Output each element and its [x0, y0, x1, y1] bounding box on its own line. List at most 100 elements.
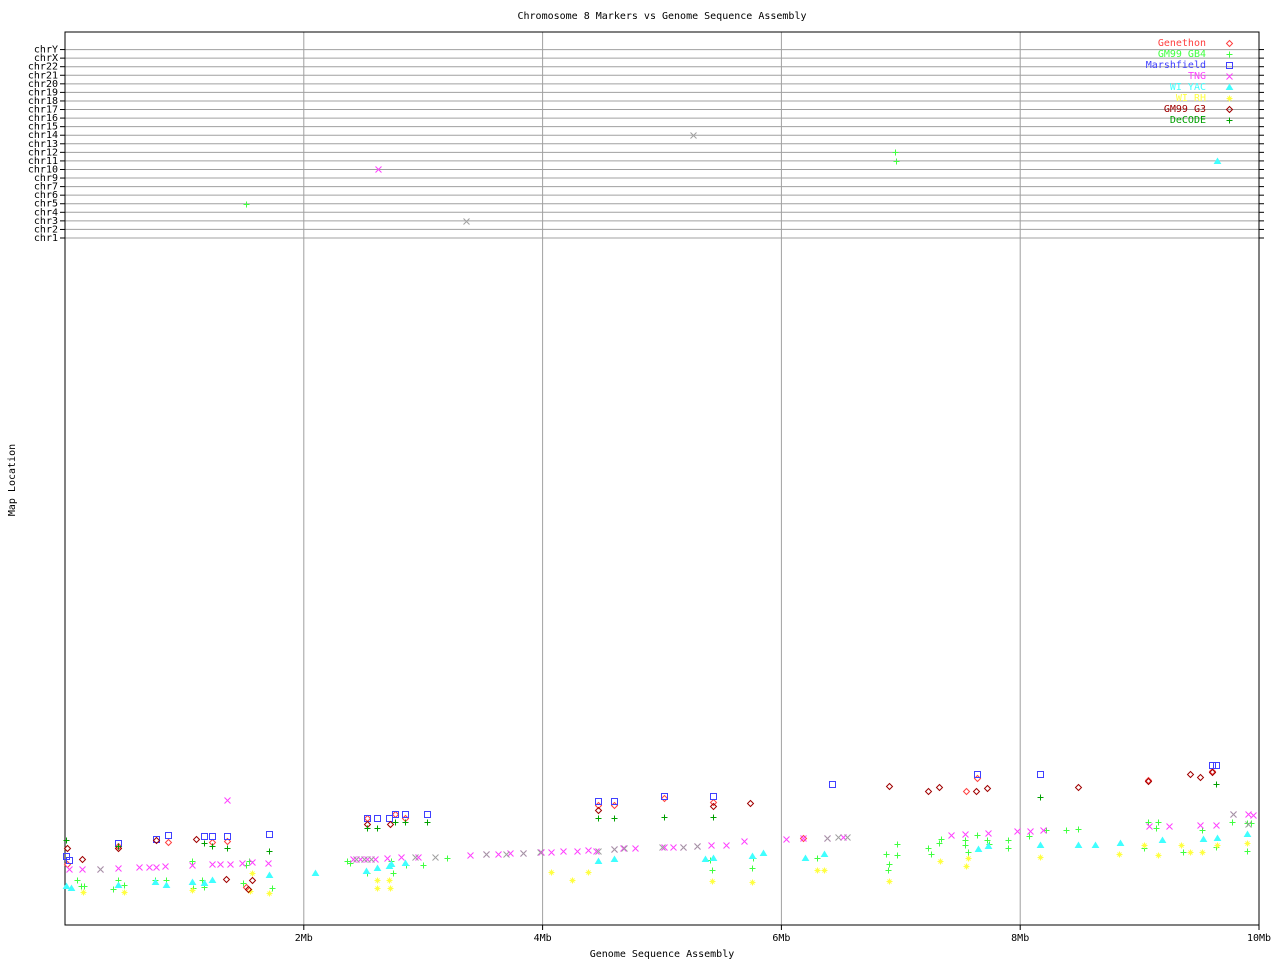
data-point: [152, 836, 161, 845]
legend-label: WI YAC: [1170, 82, 1206, 93]
data-point: [620, 845, 627, 852]
data-point: [680, 844, 687, 851]
data-point: [749, 865, 756, 872]
data-point: [610, 801, 619, 810]
data-point: [1027, 828, 1034, 835]
data-point: [1116, 839, 1125, 846]
axes: chr1chr2chr3chr4chr5chr6chr7chr9chr10chr…: [28, 31, 1271, 944]
y-tick-label: chr1: [34, 233, 58, 244]
data-point: [1229, 819, 1236, 826]
data-point: [574, 848, 581, 855]
data-point: [962, 831, 969, 838]
data-point: [146, 864, 153, 871]
data-marks: [62, 132, 1257, 897]
data-point: [1230, 811, 1237, 818]
legend-marker-diamond-icon: [1225, 39, 1234, 48]
legend-label: DeCODE: [1170, 115, 1206, 126]
data-point: [710, 814, 717, 821]
data-point: [188, 878, 197, 885]
data-point: [507, 850, 514, 857]
data-point: [1209, 762, 1216, 769]
data-point: [1199, 849, 1206, 856]
data-point: [66, 857, 73, 864]
data-point: [200, 879, 209, 886]
data-point: [821, 867, 828, 874]
data-point: [209, 843, 216, 850]
x-tick-label: 8Mb: [1011, 933, 1029, 944]
data-point: [402, 811, 409, 818]
data-point: [386, 877, 393, 884]
data-point: [1244, 848, 1251, 855]
data-point: [632, 845, 639, 852]
y-tick-label: chr3: [34, 216, 58, 227]
data-point: [353, 856, 360, 863]
data-point: [97, 866, 104, 873]
grid-lines: [65, 32, 1259, 925]
data-point: [162, 881, 171, 888]
data-point: [935, 783, 944, 792]
chart-title: Chromosome 8 Markers vs Genome Sequence …: [518, 11, 807, 22]
data-point: [1153, 825, 1160, 832]
data-point: [1213, 822, 1220, 829]
data-point: [670, 844, 677, 851]
data-point: [153, 836, 160, 843]
data-point: [384, 855, 391, 862]
data-point: [1075, 826, 1082, 833]
data-point: [972, 787, 981, 796]
data-point: [1186, 770, 1195, 779]
data-point: [364, 825, 371, 832]
series-tng: [66, 166, 1257, 873]
data-point: [800, 835, 807, 842]
data-point: [121, 882, 128, 889]
data-point: [1037, 794, 1044, 801]
data-point: [973, 774, 982, 783]
y-tick-label: chr14: [28, 130, 58, 141]
data-point: [375, 166, 382, 173]
data-point: [611, 798, 618, 805]
data-point: [266, 890, 273, 897]
data-point: [537, 849, 544, 856]
data-point: [1005, 845, 1012, 852]
data-point: [1005, 837, 1012, 844]
data-point: [1199, 827, 1206, 834]
data-point: [709, 867, 716, 874]
series-gm99-g3: [63, 768, 1217, 894]
y-tick-label: chr4: [34, 207, 58, 218]
data-point: [1197, 822, 1204, 829]
data-point: [1208, 767, 1217, 776]
data-point: [136, 864, 143, 871]
data-point: [114, 881, 123, 888]
data-point: [347, 860, 354, 867]
y-tick-label: chrX: [34, 53, 58, 64]
data-point: [984, 842, 993, 849]
y-tick-label: chr5: [34, 199, 58, 210]
data-point: [595, 815, 602, 822]
series-wi-rh: [80, 840, 1251, 897]
data-point: [269, 885, 276, 892]
data-point: [1037, 771, 1044, 778]
data-point: [610, 855, 619, 862]
data-point: [893, 158, 900, 165]
x-tick-label: 4Mb: [534, 933, 552, 944]
legend-marker-diamond-icon: [1225, 105, 1234, 114]
data-point: [483, 851, 490, 858]
data-point: [520, 850, 527, 857]
data-point: [1155, 819, 1162, 826]
data-point: [227, 861, 234, 868]
data-point: [266, 848, 273, 855]
data-point: [1213, 157, 1222, 164]
data-point: [373, 864, 382, 871]
data-point: [659, 844, 666, 851]
data-point: [151, 878, 160, 885]
data-point: [223, 837, 232, 846]
data-point: [392, 811, 399, 818]
data-point: [1091, 841, 1100, 848]
data-point: [710, 793, 717, 800]
data-point: [62, 882, 71, 889]
data-point: [364, 815, 371, 822]
data-point: [1141, 842, 1148, 849]
data-point: [1213, 781, 1220, 788]
data-point: [594, 857, 603, 864]
data-point: [824, 835, 831, 842]
data-point: [621, 845, 628, 852]
